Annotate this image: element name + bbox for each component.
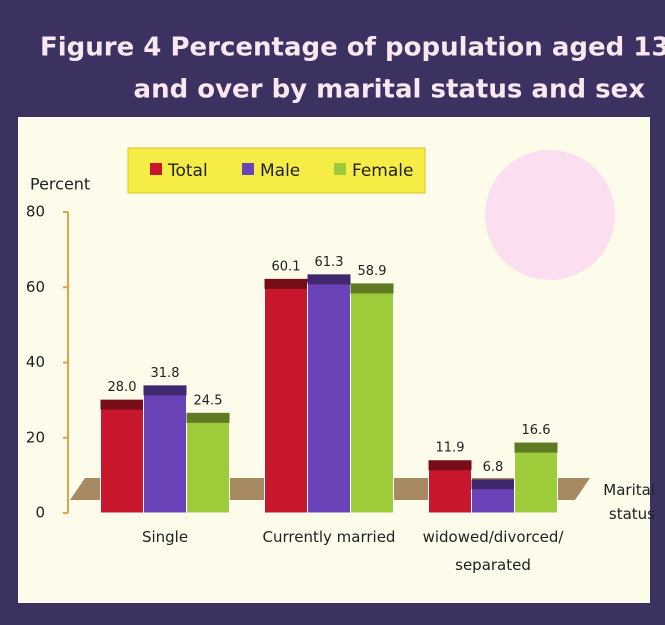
- x-axis-label: Marital status: [603, 481, 655, 523]
- value-label: 11.9: [436, 441, 465, 456]
- bar-cap: [428, 460, 472, 471]
- bar-group: [350, 283, 394, 514]
- bar-cap: [514, 442, 558, 453]
- chart-subtitle: and over by marital status and sex: [134, 75, 646, 105]
- bar: [264, 286, 308, 514]
- legend-swatch: [242, 163, 254, 175]
- x-axis-label-box: Marital status: [603, 481, 655, 523]
- bar-group: [514, 442, 558, 514]
- bar: [307, 281, 351, 514]
- value-label: 16.6: [522, 423, 551, 438]
- x-tick-label-box: Currently married: [262, 528, 396, 546]
- illustration: [485, 150, 615, 280]
- bar: [100, 407, 144, 514]
- bar: [428, 467, 472, 514]
- value-label: 6.8: [483, 460, 504, 475]
- bar: [143, 392, 187, 514]
- x-tick-label: Currently married: [262, 528, 396, 546]
- bar: [514, 450, 558, 514]
- legend-swatch: [150, 163, 162, 175]
- bar-cap: [264, 278, 308, 289]
- bar-group: [428, 460, 472, 514]
- y-tick-label: 60: [26, 278, 45, 296]
- bar: [350, 290, 394, 514]
- x-tick-label: Single: [141, 528, 189, 546]
- x-tick-label: widowed/divorced/ separated: [422, 528, 564, 574]
- bar-group: [307, 274, 351, 514]
- chart-title: Figure 4 Percentage of population aged 1…: [40, 33, 665, 63]
- value-label: 61.3: [315, 255, 344, 270]
- y-tick-label: 40: [26, 353, 45, 371]
- bar-group: [264, 278, 308, 514]
- bar-cap: [100, 399, 144, 410]
- bar-group: [471, 479, 515, 514]
- value-label: 24.5: [194, 393, 223, 408]
- bar: [186, 420, 230, 514]
- legend-box: [127, 147, 426, 194]
- y-axis-label: Percent: [30, 175, 90, 194]
- y-tick-label: 0: [35, 504, 45, 522]
- bar-group: [100, 399, 144, 514]
- value-label: 31.8: [151, 366, 180, 381]
- bar-cap: [471, 479, 515, 490]
- bar-cap: [307, 274, 351, 285]
- value-label: 28.0: [108, 380, 137, 395]
- bar-group: [143, 385, 187, 514]
- legend-label: Total: [167, 161, 208, 181]
- legend-label: Female: [352, 161, 413, 181]
- x-tick-label-box: widowed/divorced/ separated: [422, 528, 564, 574]
- bar-group: [186, 412, 230, 514]
- x-tick-label-box: Single: [141, 528, 189, 546]
- bar: [471, 486, 515, 514]
- value-label: 58.9: [358, 264, 387, 279]
- y-tick-label: 80: [26, 203, 45, 221]
- value-label: 60.1: [272, 259, 301, 274]
- bar-cap: [143, 385, 187, 396]
- legend-swatch: [334, 163, 346, 175]
- bar-cap: [350, 283, 394, 294]
- y-tick-label: 20: [26, 428, 45, 446]
- legend-label: Male: [260, 161, 300, 181]
- bar-cap: [186, 412, 230, 423]
